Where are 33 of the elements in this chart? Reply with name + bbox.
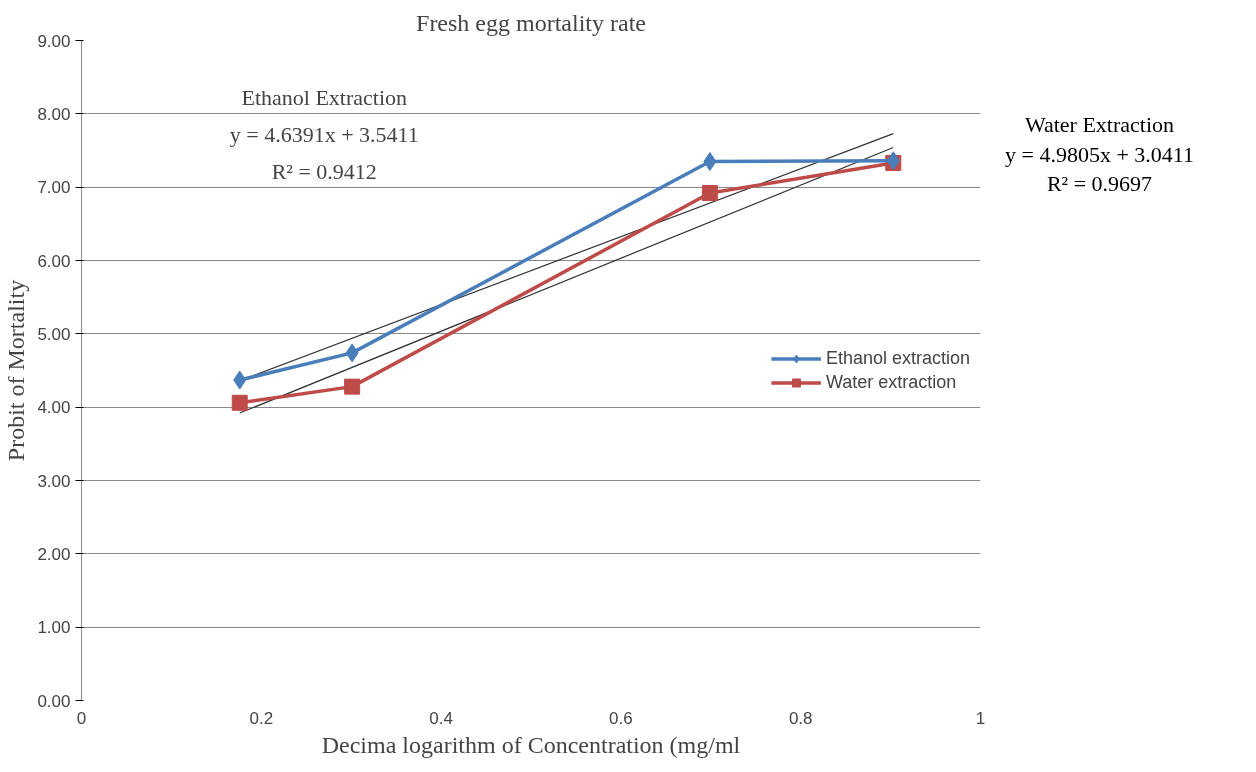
x-tick-label: 1 [975, 708, 986, 728]
y-tick-label: 8.00 [37, 104, 71, 124]
x-tick-label: 0.8 [788, 708, 813, 728]
text: R² = 0.9697 [1045, 170, 1154, 199]
point [703, 152, 717, 171]
y-tick-label: 0.00 [37, 691, 71, 711]
annotation: Ethanol Extraction [241, 85, 408, 111]
point [344, 378, 361, 395]
y-tick-label: 9.00 [37, 31, 71, 51]
legend-label: Water extraction [825, 371, 957, 393]
text: y = 4.9805x + 3.0411 [1005, 140, 1194, 169]
point [345, 343, 359, 363]
text: Water Extraction [1023, 111, 1176, 139]
y-tick-label: 2.00 [37, 544, 71, 564]
y-tick-label: 7.00 [37, 178, 71, 198]
chart-title: Fresh egg mortality rate [416, 9, 646, 36]
x-tick-label: 0 [76, 708, 87, 728]
x-tick-label: 0.4 [429, 708, 453, 728]
point [233, 370, 247, 390]
x-tick-label: 0.2 [249, 708, 274, 728]
x-axis-title: Decima logarithm of Concentration (mg/ml [321, 731, 741, 758]
y-tick-label: 4.00 [37, 398, 71, 418]
annotation: y = 4.6391x + 3.5411 [229, 121, 419, 147]
x-tick-label: 0.6 [609, 708, 633, 728]
legend-label: Ethanol extraction [825, 347, 970, 369]
y-tick-label: 3.00 [37, 471, 71, 491]
annotation: R² = 0.9412 [271, 158, 377, 184]
point [231, 394, 248, 411]
y-axis-title: Probit of Mortality [3, 279, 30, 462]
y-tick-label: 5.00 [37, 324, 71, 344]
point [701, 185, 718, 202]
y-tick-label: 6.00 [37, 251, 71, 271]
y-tick-label: 1.00 [37, 618, 71, 638]
